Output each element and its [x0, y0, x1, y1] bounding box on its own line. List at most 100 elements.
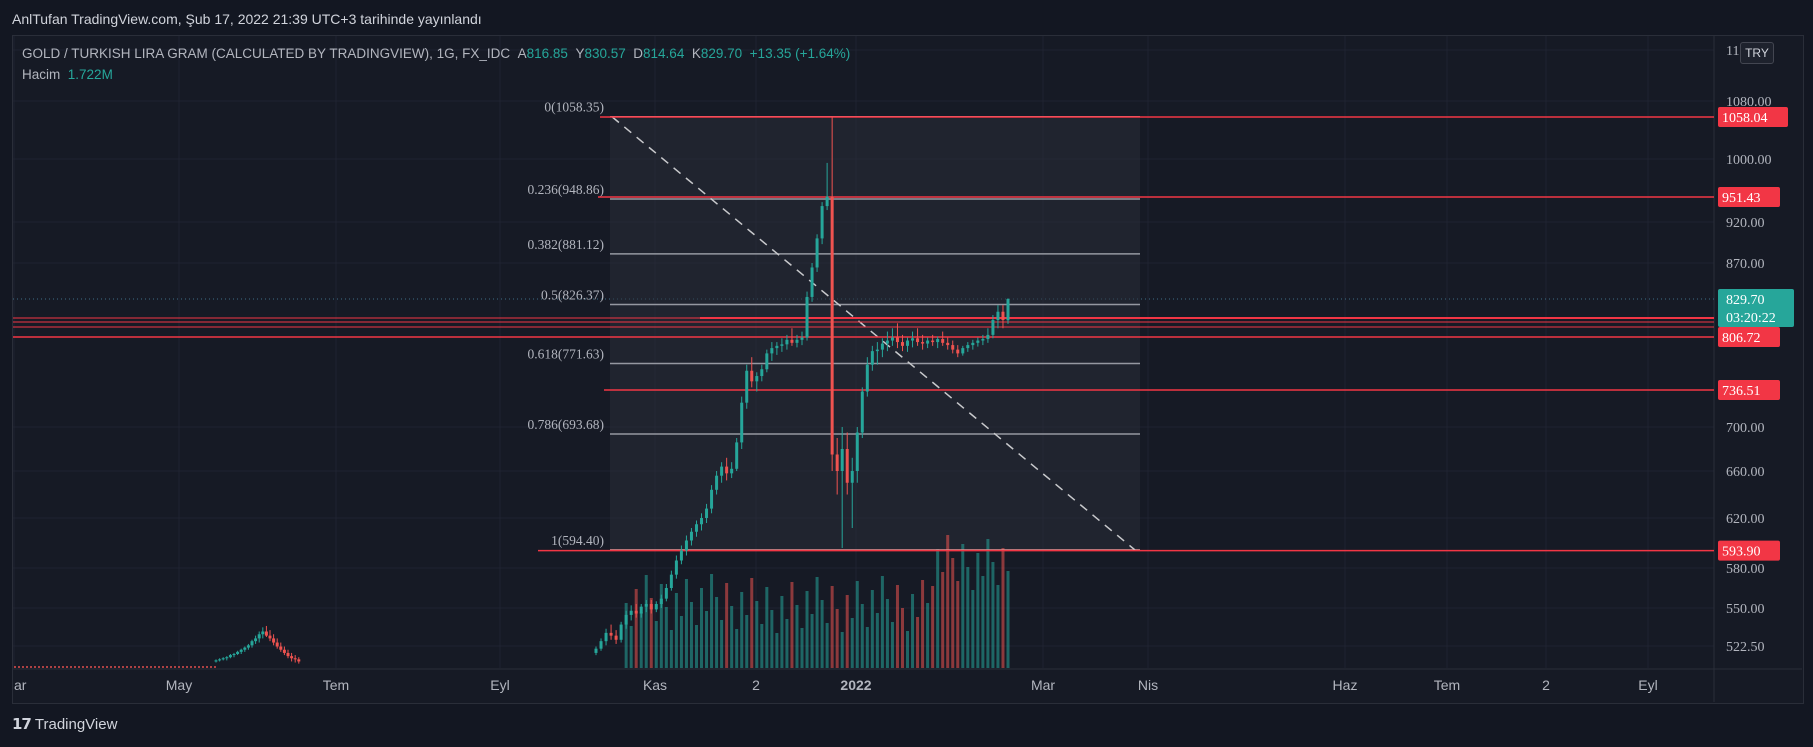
- price-tick-label: 700.00: [1726, 421, 1765, 436]
- candle-body: [293, 658, 297, 660]
- volume-bar: [870, 590, 874, 668]
- candle-body: [275, 642, 279, 647]
- candle-body: [243, 647, 247, 650]
- candle-body: [921, 342, 925, 344]
- candle-body: [98, 666, 100, 668]
- candle-body: [58, 666, 60, 668]
- candle-body: [210, 666, 212, 668]
- price-tick-label: 580.00: [1726, 562, 1765, 577]
- candle-body: [835, 454, 839, 471]
- candle-body: [218, 659, 222, 661]
- volume-bar: [649, 598, 653, 668]
- candle-body: [931, 340, 935, 343]
- candle-body: [106, 666, 108, 668]
- level-price-tag: [1718, 540, 1780, 561]
- candle-body: [880, 343, 884, 350]
- volume-bar: [644, 575, 648, 668]
- candle-body: [46, 666, 48, 668]
- price-tick-label: 550.00: [1726, 602, 1765, 617]
- candle-body: [14, 666, 16, 668]
- volume-bar: [840, 632, 844, 668]
- volume-value: 1.722M: [67, 67, 113, 82]
- candle-body: [951, 345, 955, 350]
- fib-label: 0.382(881.12): [528, 237, 605, 252]
- volume-bar: [855, 581, 859, 668]
- candle-body: [62, 666, 64, 668]
- volume-bar: [926, 603, 930, 668]
- symbol-legend: GOLD / TURKISH LIRA GRAM (CALCULATED BY …: [22, 46, 850, 61]
- volume-bar: [825, 623, 829, 668]
- candle-body: [182, 666, 184, 668]
- candle-body: [619, 624, 623, 640]
- time-tick-label: Mar: [1031, 677, 1055, 693]
- fib-label: 0.618(771.63): [528, 346, 605, 361]
- volume-bar: [820, 600, 824, 668]
- volume-bar: [805, 591, 809, 668]
- candle-body: [122, 666, 124, 668]
- candle-body: [30, 666, 32, 668]
- candle-body: [725, 466, 729, 474]
- volume-bar: [770, 610, 774, 668]
- candle-body: [239, 649, 243, 652]
- time-tick-label: Eyl: [1638, 677, 1657, 693]
- candle-body: [966, 345, 970, 349]
- candle-body: [900, 342, 904, 346]
- volume-legend: Hacim 1.722M: [22, 67, 113, 82]
- candle-body: [735, 442, 739, 469]
- candle-body: [649, 604, 653, 610]
- candle-body: [855, 432, 859, 471]
- candle-body: [198, 666, 200, 668]
- candle-body: [830, 196, 834, 455]
- time-tick-label: 2022: [840, 677, 871, 693]
- candle-body: [971, 342, 975, 346]
- candle-body: [850, 471, 854, 483]
- candle-body: [134, 666, 136, 668]
- candle-body: [629, 610, 633, 615]
- level-price-label: 806.72: [1722, 331, 1761, 346]
- volume-bar: [890, 622, 894, 668]
- time-tick-label: ar: [14, 677, 27, 693]
- volume-bar: [639, 612, 643, 668]
- candle-body: [775, 345, 779, 349]
- brand-name: TradingView: [34, 715, 118, 733]
- volume-bar: [956, 581, 960, 668]
- candle-body: [870, 351, 874, 365]
- candle-body: [261, 631, 265, 635]
- time-tick-label: Nis: [1138, 677, 1158, 693]
- candle-body: [800, 337, 804, 340]
- tradingview-logo[interactable]: 𝟭𝟳 TradingView: [12, 715, 118, 734]
- horizontal-levels: 1058.04 951.43 806.72 736.51 593.90: [13, 106, 1788, 561]
- candle-body: [190, 666, 192, 668]
- candle-body: [765, 353, 769, 370]
- price-chart[interactable]: 0(1058.35) 0.236(948.86) 0.382(881.12) 0.5(…: [0, 0, 1813, 705]
- candle-body: [981, 339, 985, 341]
- candle-body: [745, 370, 749, 403]
- candle-body: [54, 666, 56, 668]
- publish-caption: AnlTufan TradingView.com, Şub 17, 2022 2…: [12, 11, 482, 27]
- time-tick-label: Kas: [643, 677, 667, 693]
- candle-body: [90, 666, 92, 668]
- high-label: Y: [575, 46, 585, 61]
- volume-bar: [740, 592, 744, 668]
- candle-body: [956, 349, 960, 354]
- candle-body: [142, 666, 144, 668]
- volume-bar: [684, 579, 688, 668]
- volume-bar: [895, 585, 899, 668]
- candle-body: [194, 666, 196, 668]
- fib-label: 0.5(826.37): [541, 288, 604, 303]
- price-tick-label: 660.00: [1726, 465, 1765, 480]
- volume-bar: [745, 615, 749, 668]
- candle-body: [865, 364, 869, 392]
- candle-body: [82, 666, 84, 668]
- candle-body: [138, 666, 140, 668]
- volume-bar: [700, 588, 704, 668]
- fib-label: 1(594.40): [551, 533, 604, 548]
- candle-body: [74, 666, 76, 668]
- currency-button[interactable]: TRY: [1740, 42, 1774, 64]
- candle-body: [976, 340, 980, 343]
- candle-body: [624, 614, 628, 625]
- fib-label: 0.786(693.68): [528, 417, 605, 432]
- volume-bar: [815, 577, 819, 668]
- candle-body: [805, 296, 809, 338]
- level-price-label: 1058.04: [1722, 111, 1768, 126]
